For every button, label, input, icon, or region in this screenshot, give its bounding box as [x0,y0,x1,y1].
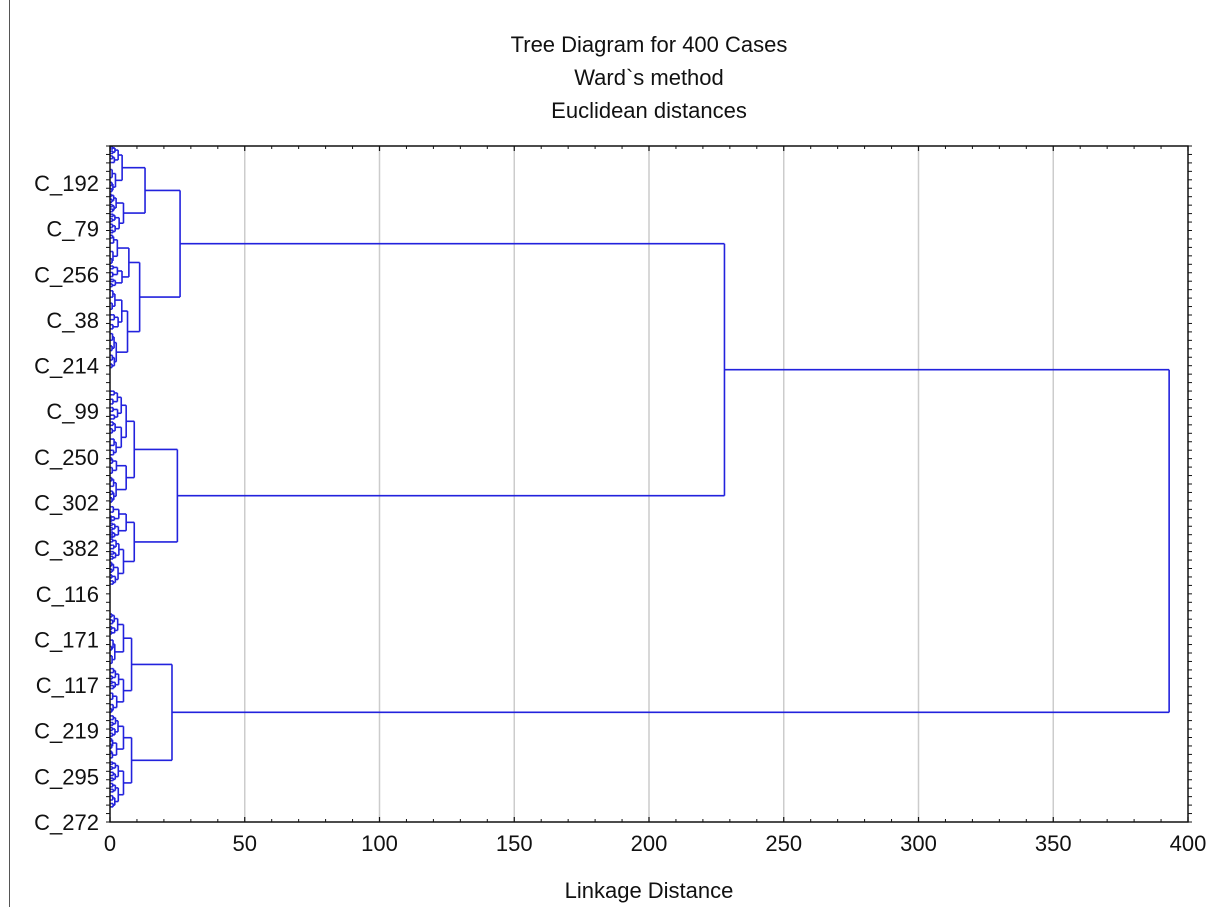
case-label: C_79 [46,217,99,242]
case-label: C_99 [46,399,99,424]
case-label: C_38 [46,308,99,333]
x-tick-label: 350 [1035,831,1072,856]
x-tick-label: 200 [631,831,668,856]
chart-subtitle-distance: Euclidean distances [551,98,747,123]
case-label: C_272 [34,810,99,835]
case-label: C_117 [36,673,99,698]
case-label: C_192 [34,171,99,196]
case-label: C_250 [34,445,99,470]
x-axis-label: Linkage Distance [565,878,734,903]
x-tick-labels: 0 50 100 150 200 250 300 350 400 [104,831,1206,856]
axis-ticks [106,145,1192,823]
window-left-border [9,0,10,907]
case-label: C_219 [34,719,99,744]
dendrogram-tree [110,146,1170,808]
case-label: C_116 [36,582,99,607]
x-tick-label: 400 [1170,831,1207,856]
case-label: C_214 [34,354,99,379]
x-tick-label: 100 [361,831,398,856]
case-label: C_171 [34,627,99,652]
case-label: C_302 [34,491,99,516]
case-label: C_382 [34,536,99,561]
case-labels: C_192 C_79 C_256 C_38 C_214 C_99 C_250 C_302 C_3… [34,171,99,835]
case-label: C_295 [34,764,99,789]
x-tick-label: 250 [765,831,802,856]
x-tick-label: 300 [900,831,937,856]
chart-title-block: Tree Diagram for 400 Cases Ward`s method… [110,28,1188,127]
chart-subtitle-method: Ward`s method [574,65,724,90]
chart-title: Tree Diagram for 400 Cases [510,32,788,57]
grid-lines [244,146,1054,822]
x-tick-label: 150 [496,831,533,856]
x-tick-label: 0 [104,831,116,856]
x-tick-label: 50 [233,831,257,856]
case-label: C_256 [34,262,99,287]
